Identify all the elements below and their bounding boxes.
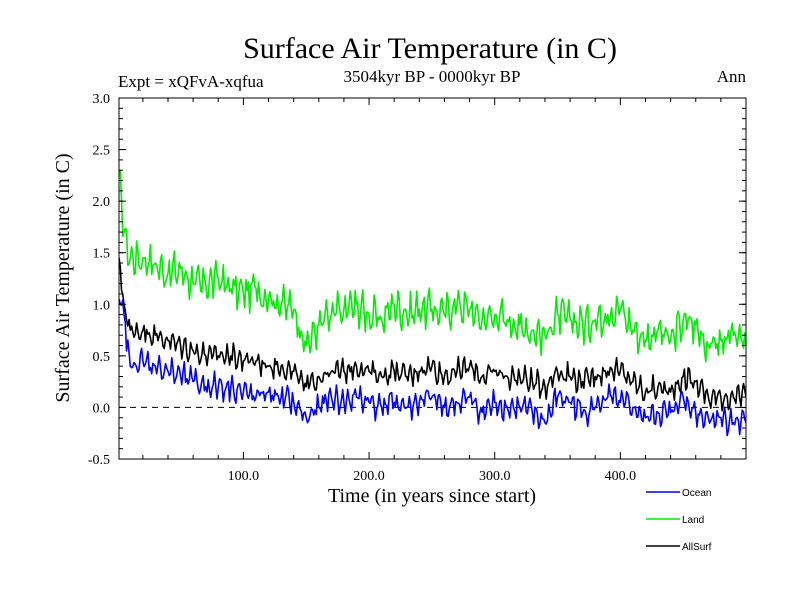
legend-label-allsurf: AllSurf: [682, 542, 712, 553]
legend-label-ocean: Ocean: [682, 488, 711, 499]
y-axis: -0.5 0.0 0.5 1.0 1.5 2.0 2.5 3.0: [88, 92, 746, 468]
legend: Ocean Land AllSurf: [646, 488, 712, 553]
y-tick-label: -0.5: [88, 453, 110, 468]
x-tick-label: 300.0: [479, 469, 511, 484]
y-tick-label: 0.5: [93, 350, 111, 365]
expt-label: Expt = xQFvA-xqfua: [118, 72, 264, 91]
y-axis-label: Surface Air Temperature (in C): [52, 153, 74, 402]
series-line-ocean: [119, 298, 746, 437]
y-tick-label: 1.5: [93, 247, 111, 262]
y-tick-label: 0.0: [93, 401, 111, 416]
x-tick-label: 400.0: [605, 469, 637, 484]
y-tick-label: 2.0: [93, 195, 111, 210]
x-tick-label: 100.0: [228, 469, 260, 484]
series-line-allsurf: [119, 257, 746, 412]
chart-subtitle: 3504kyr BP - 0000kyr BP: [344, 67, 521, 86]
season-label: Ann: [717, 67, 747, 86]
series-line-land: [119, 169, 746, 363]
plot-frame: [118, 97, 747, 460]
x-axis: 100.0 200.0 300.0 400.0: [142, 98, 722, 484]
y-tick-label: 1.0: [93, 298, 111, 313]
x-tick-label: 200.0: [353, 469, 385, 484]
chart-title: Surface Air Temperature (in C): [243, 32, 617, 65]
y-tick-label: 3.0: [93, 92, 111, 107]
y-tick-label: 2.5: [93, 144, 111, 159]
x-axis-label: Time (in years since start): [328, 485, 536, 507]
legend-label-land: Land: [682, 515, 704, 526]
